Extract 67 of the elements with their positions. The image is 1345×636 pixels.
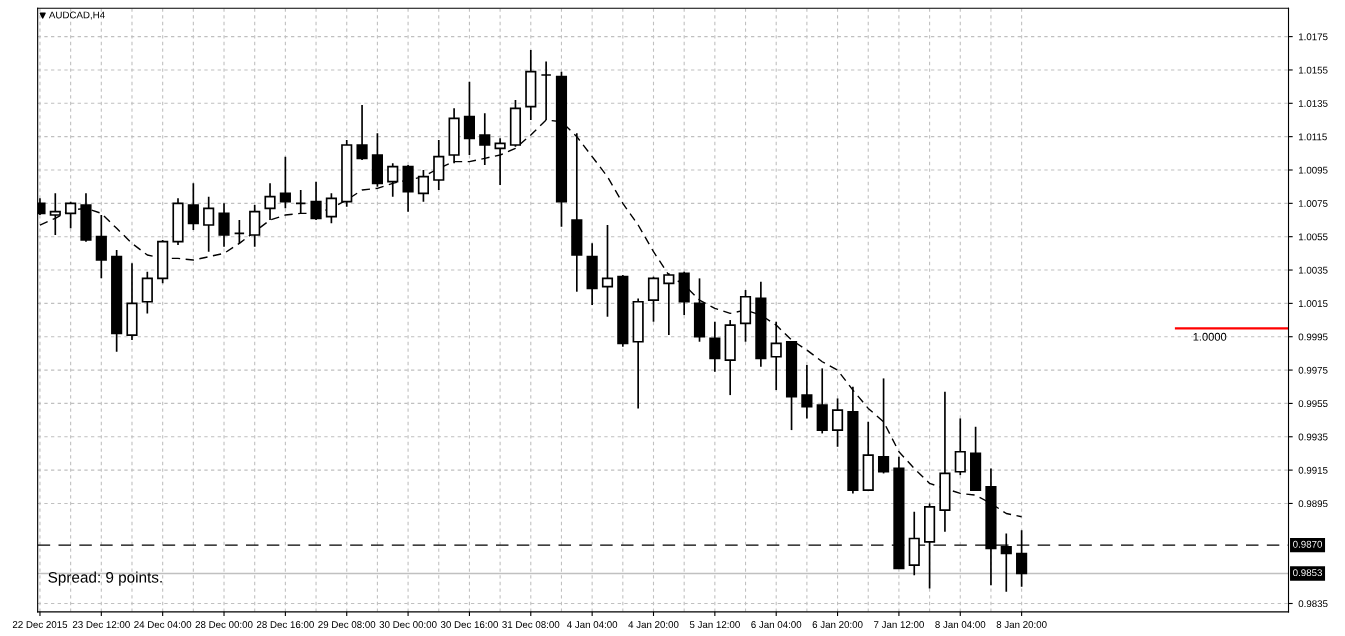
y-tick-label: 0.9915 [1298, 466, 1328, 474]
candlestick [65, 200, 77, 230]
candlestick [203, 195, 215, 253]
candlestick [279, 155, 291, 210]
y-tick-label: 0.9835 [1298, 600, 1328, 608]
candlestick [249, 204, 261, 248]
candlestick [494, 137, 506, 186]
candlestick [954, 417, 966, 476]
y-tick-label: 1.0055 [1298, 233, 1328, 241]
y-tick-label: 1.0095 [1298, 166, 1328, 174]
candlestick [709, 320, 721, 373]
candlestick [325, 192, 337, 225]
y-tick-label: 1.0135 [1298, 100, 1328, 107]
x-tick-label: 7 Jan 12:00 [874, 621, 924, 628]
x-tick-label: 6 Jan 04:00 [751, 621, 802, 628]
candlestick [187, 182, 199, 231]
x-tick-label: 22 Dec 2015 [12, 621, 68, 628]
y-tick-label: 0.9895 [1298, 500, 1328, 508]
y-tick-label: 0.9955 [1298, 400, 1328, 408]
x-tick-label: 6 Jan 20:00 [812, 621, 863, 628]
ref-line-label: 0.9870 [1293, 540, 1323, 548]
x-tick-label: 28 Dec 00:00 [195, 621, 253, 628]
candlestick [831, 397, 844, 448]
y-tick-label: 0.9975 [1298, 366, 1328, 374]
y-tick-label: 1.0175 [1298, 33, 1328, 41]
candlestick [801, 364, 813, 420]
candlestick [417, 169, 430, 203]
candlestick [647, 275, 660, 323]
candlestick [770, 320, 782, 391]
chart-title: AUDCAD,H4 [48, 11, 105, 20]
candlestick [141, 270, 153, 315]
annotation: Spread: 9 points. [48, 571, 162, 586]
x-tick-label: 23 Dec 12:00 [72, 621, 130, 628]
x-tick-label: 8 Jan 04:00 [935, 621, 986, 628]
x-tick-label: 24 Dec 04:00 [134, 621, 192, 628]
candlestick [387, 162, 399, 198]
y-tick-label: 0.9995 [1298, 333, 1328, 341]
ref-line-label: 0.9853 [1293, 569, 1322, 577]
candlestick [264, 182, 276, 221]
candlestick [310, 180, 322, 221]
x-tick-label: 29 Dec 08:00 [318, 621, 376, 628]
y-tick-label: 1.0075 [1298, 200, 1328, 207]
candlestick [356, 104, 368, 161]
x-tick-label: 8 Jan 20:00 [996, 621, 1047, 628]
candlestick [95, 214, 107, 280]
candlestick [295, 189, 307, 215]
y-tick-label: 1.0015 [1298, 300, 1328, 307]
candlestick [218, 202, 230, 248]
y-tick-label: 1.0035 [1298, 266, 1328, 274]
candlestick [49, 192, 61, 236]
ref-line-label: 1.0000 [1193, 332, 1227, 341]
x-tick-label: 31 Dec 08:00 [502, 621, 560, 628]
candlestick [433, 139, 445, 191]
candlestick [233, 219, 245, 245]
x-tick-label: 30 Dec 00:00 [379, 621, 437, 628]
candlestick [877, 377, 890, 475]
x-tick-label: 4 Jan 04:00 [566, 621, 618, 628]
candlestick [663, 272, 675, 336]
y-tick-label: 1.0155 [1298, 66, 1328, 74]
x-tick-label: 30 Dec 16:00 [440, 621, 498, 628]
candlestick [463, 80, 476, 156]
x-tick-label: 28 Dec 16:00 [256, 621, 314, 628]
x-tick-label: 4 Jan 20:00 [628, 621, 679, 628]
x-tick-label: 5 Jan 12:00 [689, 621, 740, 628]
y-tick-label: 1.0115 [1298, 133, 1327, 141]
candlestick [601, 224, 614, 318]
y-tick-label: 0.9935 [1298, 433, 1328, 441]
